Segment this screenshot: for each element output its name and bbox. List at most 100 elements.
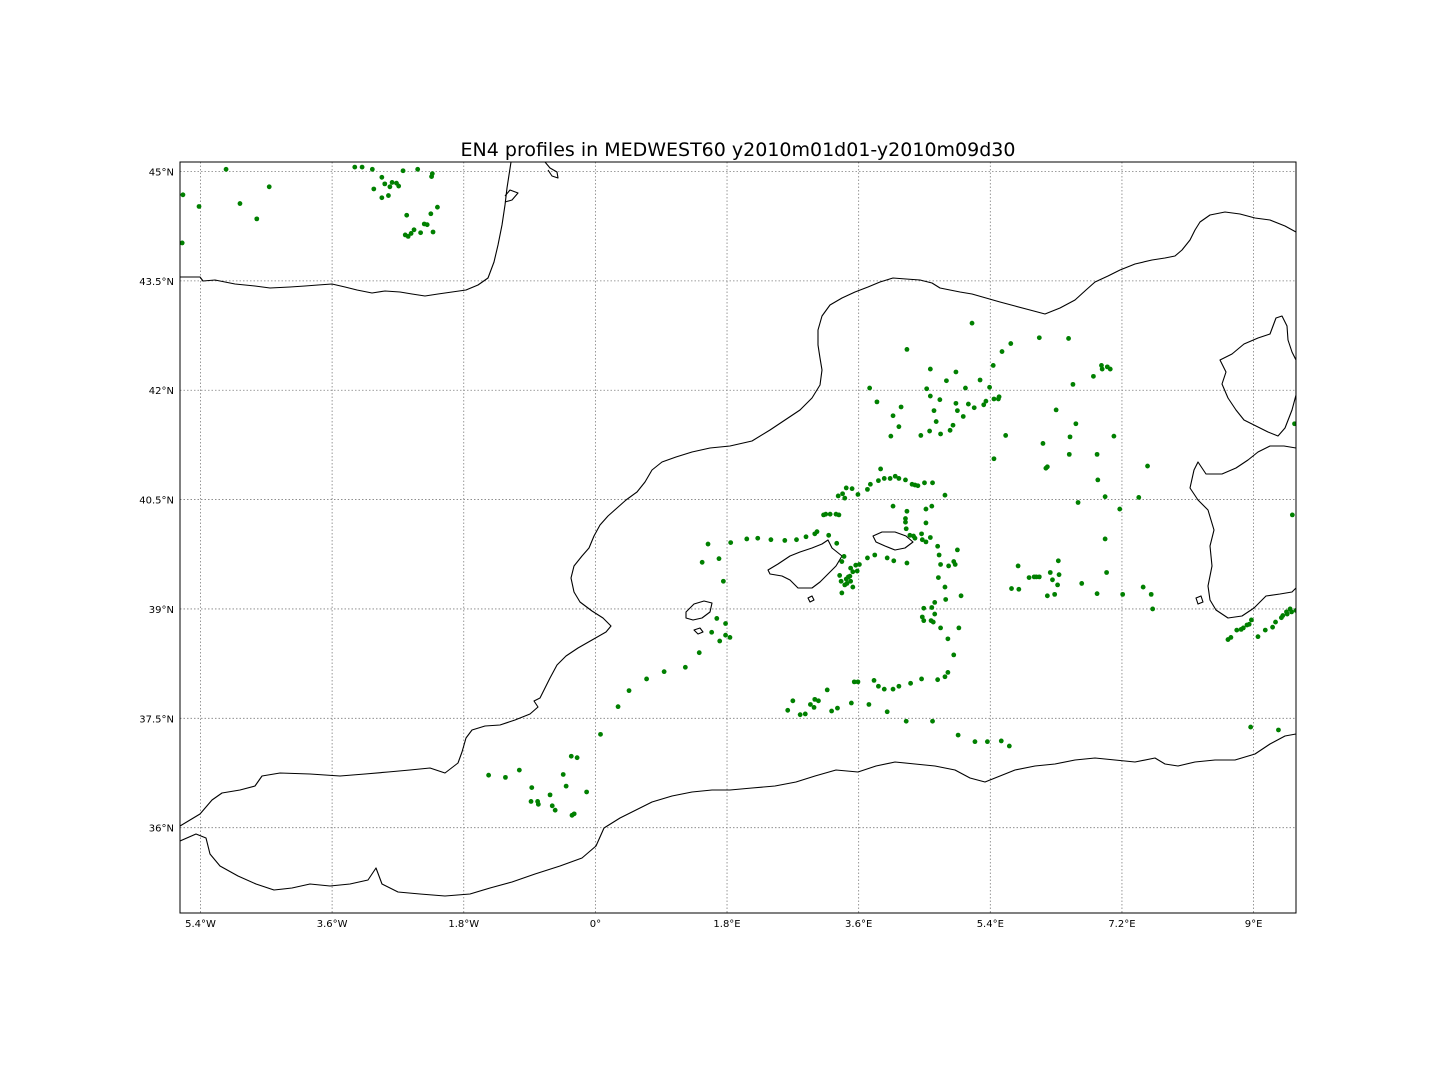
profile-point	[848, 700, 854, 706]
profile-point	[782, 538, 788, 543]
profile-point	[1280, 613, 1286, 618]
profile-point	[547, 792, 553, 798]
profile-point	[424, 222, 430, 228]
profile-point	[727, 634, 733, 640]
profile-point	[922, 480, 927, 486]
profile-point	[1036, 335, 1042, 341]
profile-point	[811, 704, 817, 710]
profile-point	[921, 618, 927, 624]
profile-point	[898, 404, 904, 410]
profile-point	[563, 783, 569, 789]
coastline-corsica	[1219, 315, 1296, 437]
profile-point	[644, 676, 649, 682]
profile-point	[435, 204, 440, 210]
profile-point	[956, 625, 962, 631]
profile-point	[400, 168, 406, 174]
profile-point	[896, 476, 902, 481]
profile-point	[415, 166, 421, 172]
coastline-north-africa	[180, 733, 1296, 897]
profile-point	[923, 520, 929, 526]
profile-point	[503, 774, 508, 780]
profile-point	[428, 211, 434, 217]
profile-point	[965, 401, 971, 407]
profile-point	[1248, 617, 1254, 623]
profile-point	[560, 772, 566, 777]
coastline-iberia-mediterranean	[180, 211, 1296, 827]
profile-point	[890, 503, 896, 509]
profile-point	[942, 492, 948, 498]
profile-point	[529, 785, 535, 790]
profile-point	[837, 573, 843, 578]
profile-point	[904, 346, 910, 352]
profile-point	[839, 590, 845, 596]
profile-point	[1240, 625, 1246, 631]
profile-point	[927, 366, 933, 372]
profile-point	[915, 483, 921, 489]
profile-point	[808, 702, 813, 707]
x-tick-label: 7.2°E	[1108, 919, 1135, 930]
profile-point	[963, 385, 968, 391]
profile-point	[486, 772, 492, 778]
profile-point	[408, 231, 414, 236]
profile-point	[919, 531, 924, 537]
profile-point	[890, 413, 896, 419]
profile-point	[849, 486, 855, 492]
profile-point	[881, 686, 887, 692]
y-tick-label: 37.5°N	[139, 714, 174, 725]
profile-point	[379, 195, 385, 201]
profile-point	[891, 558, 897, 564]
coastline-majorca	[767, 539, 843, 589]
profile-point	[953, 400, 959, 406]
profile-point	[1102, 536, 1108, 542]
x-tick-label: 5.4°W	[185, 919, 216, 930]
profile-point	[1145, 463, 1150, 469]
profile-point	[995, 396, 1001, 402]
profile-point	[952, 562, 958, 567]
profile-point	[180, 192, 186, 198]
profile-point	[912, 535, 918, 541]
profile-point	[802, 711, 808, 717]
coastline-gironde	[504, 189, 519, 203]
profile-point	[984, 739, 990, 745]
profile-point	[892, 473, 898, 479]
profile-point	[1107, 366, 1113, 372]
profile-point	[1026, 575, 1032, 581]
profile-point	[723, 621, 728, 626]
x-tick-label: 9°E	[1245, 919, 1263, 930]
profile-point	[945, 669, 951, 675]
profile-point	[908, 680, 913, 686]
profile-point	[1248, 724, 1254, 730]
profile-point	[987, 384, 992, 390]
profile-point	[981, 402, 987, 408]
x-tick-label: 1.8°W	[448, 919, 479, 930]
coastline-formentera	[693, 627, 704, 635]
profile-point	[430, 229, 436, 235]
profile-point	[785, 707, 791, 713]
profile-point	[953, 369, 959, 375]
profile-point	[840, 491, 845, 497]
profile-point	[803, 534, 809, 540]
x-tick-label: 0°	[590, 919, 601, 930]
profile-point	[389, 180, 395, 185]
profile-point	[1148, 591, 1154, 597]
profile-point	[872, 552, 878, 558]
profile-point	[990, 363, 996, 368]
profile-point	[867, 481, 873, 487]
profile-point	[927, 535, 933, 540]
profile-point	[1016, 586, 1022, 592]
x-tick-label: 3.6°E	[845, 919, 872, 930]
profile-point	[1015, 563, 1021, 569]
profile-point	[998, 738, 1004, 744]
profile-point	[1095, 477, 1101, 483]
profile-point	[1120, 591, 1126, 597]
profile-point	[932, 611, 938, 617]
profile-point	[930, 480, 935, 486]
profile-point	[971, 405, 977, 411]
profile-point	[1053, 407, 1059, 413]
profile-point	[835, 705, 840, 711]
profile-point	[1262, 627, 1268, 633]
profile-point	[958, 593, 964, 599]
profile-point	[1150, 606, 1156, 612]
profile-point	[923, 506, 929, 512]
